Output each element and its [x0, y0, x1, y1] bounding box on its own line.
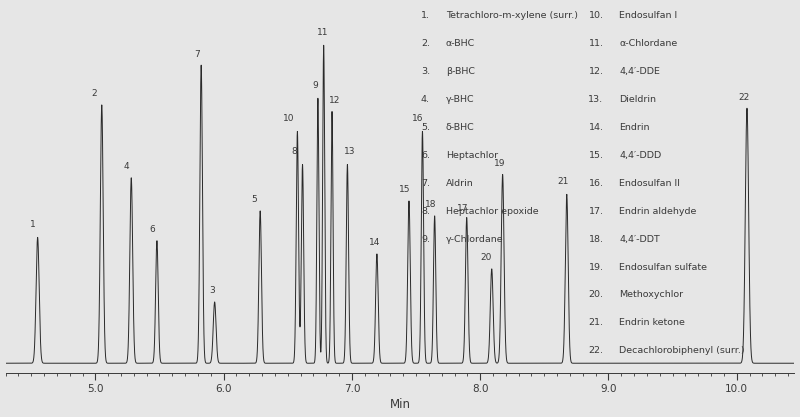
Text: 15: 15 [398, 185, 410, 194]
Text: Decachlorobiphenyl (surr.): Decachlorobiphenyl (surr.) [619, 347, 745, 355]
Text: 11: 11 [318, 28, 329, 37]
Text: 9.: 9. [421, 235, 430, 244]
Text: 20.: 20. [589, 291, 603, 299]
Text: 3.: 3. [421, 67, 430, 76]
Text: 13.: 13. [589, 95, 603, 104]
Text: Tetrachloro-m-xylene (surr.): Tetrachloro-m-xylene (surr.) [446, 11, 578, 20]
Text: 17: 17 [457, 203, 468, 213]
Text: γ-BHC: γ-BHC [446, 95, 474, 104]
Text: 12.: 12. [589, 67, 603, 76]
Text: 16.: 16. [589, 179, 603, 188]
Text: γ-Chlordane: γ-Chlordane [446, 235, 503, 244]
Text: 9: 9 [313, 81, 318, 90]
Text: 3: 3 [210, 286, 215, 295]
Text: 10: 10 [283, 114, 294, 123]
Text: 5: 5 [251, 195, 258, 204]
Text: 6.: 6. [421, 151, 430, 160]
Text: Endrin aldehyde: Endrin aldehyde [619, 207, 697, 216]
Text: α-BHC: α-BHC [446, 39, 475, 48]
Text: 22.: 22. [589, 347, 603, 355]
Text: 7: 7 [194, 50, 199, 58]
Text: 21: 21 [558, 177, 569, 186]
Text: 8: 8 [291, 147, 297, 156]
Text: Endrin: Endrin [619, 123, 650, 132]
Text: 8.: 8. [421, 207, 430, 216]
Text: Methoxychlor: Methoxychlor [619, 291, 683, 299]
Text: 18: 18 [425, 200, 437, 209]
Text: 20: 20 [480, 253, 492, 262]
Text: 4,4′-DDT: 4,4′-DDT [619, 235, 660, 244]
Text: Heptachlor epoxide: Heptachlor epoxide [446, 207, 538, 216]
Text: 17.: 17. [589, 207, 603, 216]
Text: β-BHC: β-BHC [446, 67, 474, 76]
Text: 10.: 10. [589, 11, 603, 20]
Text: 18.: 18. [589, 235, 603, 244]
Text: 2: 2 [91, 89, 97, 98]
Text: 15.: 15. [589, 151, 603, 160]
Text: 1: 1 [30, 220, 35, 229]
Text: 4.: 4. [421, 95, 430, 104]
Text: 5.: 5. [421, 123, 430, 132]
Text: Endosulfan I: Endosulfan I [619, 11, 678, 20]
Text: 12: 12 [329, 96, 340, 105]
Text: Endrin ketone: Endrin ketone [619, 319, 685, 327]
Text: 4,4′-DDD: 4,4′-DDD [619, 151, 662, 160]
Text: 14: 14 [369, 239, 380, 247]
Text: 2.: 2. [421, 39, 430, 48]
Text: 21.: 21. [589, 319, 603, 327]
Text: α-Chlordane: α-Chlordane [619, 39, 678, 48]
Text: Aldrin: Aldrin [446, 179, 474, 188]
Text: 13: 13 [343, 147, 355, 156]
Text: 4,4′-DDE: 4,4′-DDE [619, 67, 660, 76]
Text: Dieldrin: Dieldrin [619, 95, 656, 104]
Text: 22: 22 [738, 93, 750, 102]
Text: δ-BHC: δ-BHC [446, 123, 474, 132]
Text: Endosulfan II: Endosulfan II [619, 179, 680, 188]
Text: 11.: 11. [589, 39, 603, 48]
Text: 19.: 19. [589, 263, 603, 271]
Text: 6: 6 [149, 225, 154, 234]
Text: 1.: 1. [421, 11, 430, 20]
Text: 7.: 7. [421, 179, 430, 188]
Text: 19: 19 [494, 159, 506, 168]
Text: Heptachlor: Heptachlor [446, 151, 498, 160]
Text: Endosulfan sulfate: Endosulfan sulfate [619, 263, 707, 271]
Text: 14.: 14. [589, 123, 603, 132]
X-axis label: Min: Min [390, 399, 410, 412]
Text: 4: 4 [123, 162, 129, 171]
Text: 16: 16 [412, 114, 424, 123]
